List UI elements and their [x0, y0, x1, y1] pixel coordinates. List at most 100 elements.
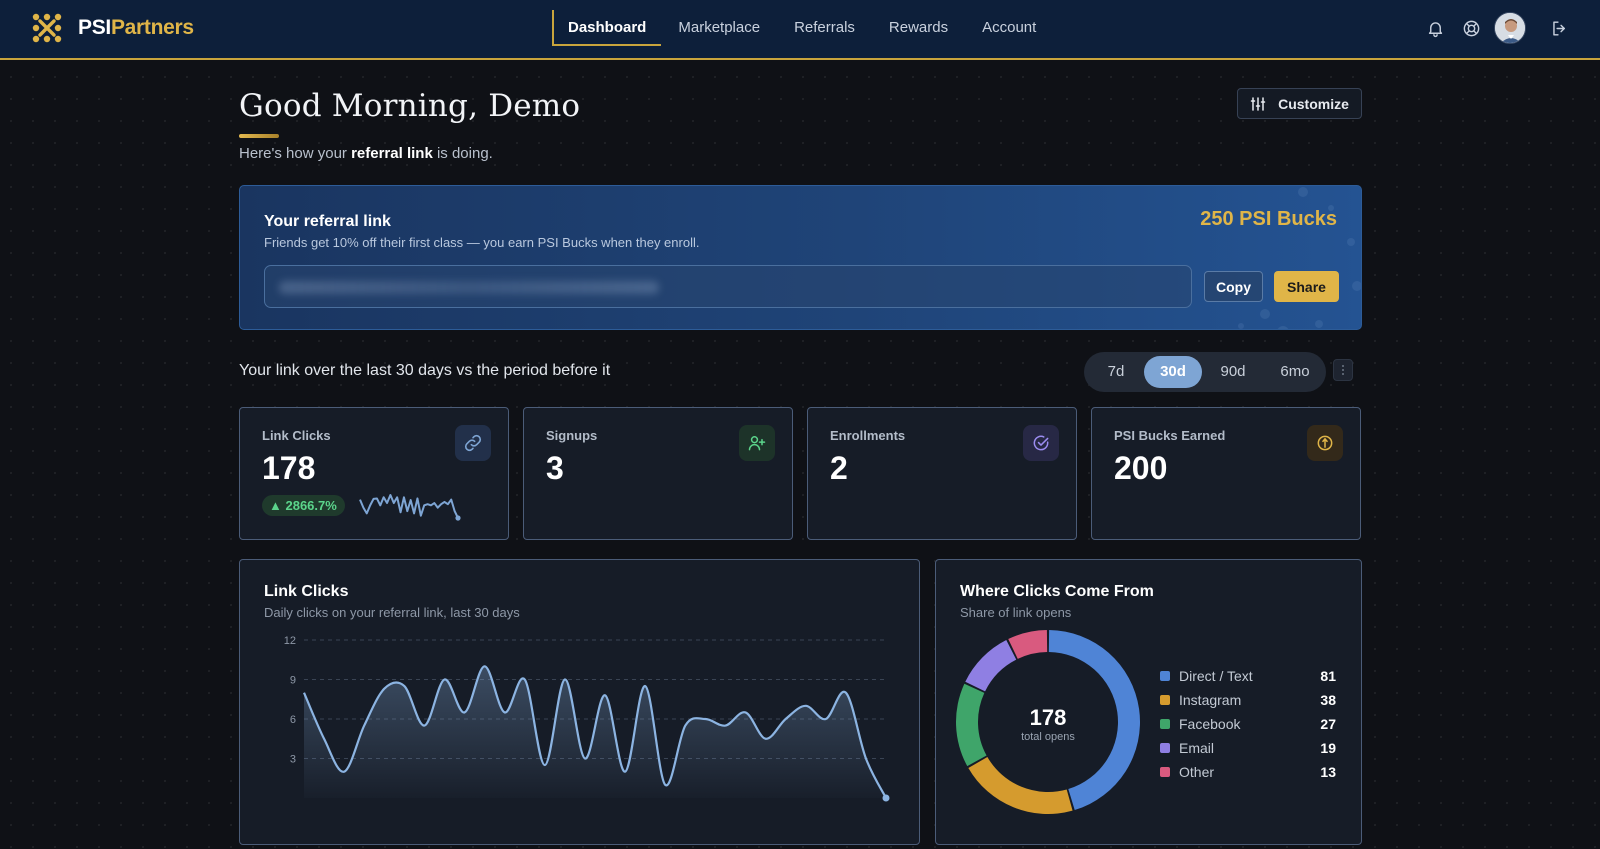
help-icon[interactable] — [1460, 17, 1482, 39]
legend-value: 19 — [1320, 740, 1336, 756]
stat-label: PSI Bucks Earned — [1114, 428, 1226, 443]
nav-marketplace[interactable]: Marketplace — [678, 19, 761, 36]
legend-value: 38 — [1320, 692, 1336, 708]
brand-name: PSIPartners — [78, 16, 194, 40]
kebab-icon — [1342, 365, 1344, 375]
panel-title: Where Clicks Come From — [960, 583, 1154, 600]
bell-icon[interactable] — [1424, 17, 1446, 39]
period-description: Your link over the last 30 days vs the p… — [239, 362, 611, 379]
period-30d[interactable]: 30d — [1144, 356, 1202, 388]
brand-logo[interactable]: PSIPartners — [32, 12, 194, 44]
period-selector: 7d 30d 90d 6mo — [1084, 352, 1326, 392]
period-7d[interactable]: 7d — [1107, 363, 1125, 380]
stat-value: 3 — [546, 450, 564, 486]
referral-link-field[interactable] — [264, 265, 1192, 308]
click-sources-donut — [956, 630, 1140, 814]
legend-swatch — [1160, 695, 1170, 705]
donut-center: 178 total opens — [956, 706, 1140, 744]
data-point — [882, 794, 890, 802]
legend-value: 13 — [1320, 764, 1336, 780]
stat-card-enrollments: Enrollments 2 — [807, 407, 1077, 540]
nav-actions — [1410, 11, 1570, 45]
donut-legend: Direct / Text 81 Instagram 38 Facebook 27 E… — [1160, 664, 1336, 784]
legend-swatch — [1160, 719, 1170, 729]
sparkline-end-point — [455, 515, 461, 521]
title-underline — [239, 134, 279, 138]
page-subtitle: Here's how your referral link is doing. — [239, 145, 493, 162]
stat-label: Link Clicks — [262, 428, 331, 443]
page-title: Good Morning, Demo — [239, 88, 581, 124]
y-tick-label: 9 — [290, 675, 296, 687]
stat-card-link-clicks: Link Clicks 178 ▲ 2866.7% — [239, 407, 509, 540]
legend-label: Instagram — [1179, 692, 1242, 708]
nav-referrals[interactable]: Referrals — [794, 19, 855, 36]
logout-icon[interactable] — [1548, 17, 1570, 39]
subtitle-text-start: Here's how your — [239, 145, 352, 162]
main-nav: Dashboard Marketplace Referrals Rewards … — [552, 10, 1053, 46]
user-plus-icon — [739, 425, 775, 461]
more-options-icon[interactable] — [1333, 359, 1353, 381]
legend-label: Facebook — [1179, 716, 1241, 732]
donut-total: 178 — [1029, 705, 1067, 730]
y-tick-label: 3 — [290, 754, 296, 766]
stat-value: 200 — [1114, 450, 1168, 486]
sliders-icon — [1250, 96, 1266, 111]
sparkline — [359, 494, 461, 521]
stat-card-psi-bucks: PSI Bucks Earned 200 — [1091, 407, 1361, 540]
share-button[interactable]: Share — [1274, 271, 1339, 302]
legend-swatch — [1160, 743, 1170, 753]
y-tick-label: 12 — [284, 635, 296, 647]
sparkline-line — [359, 494, 459, 519]
subtitle-text-end: is doing. — [432, 145, 493, 162]
period-6mo[interactable]: 6mo — [1280, 363, 1310, 380]
customize-button[interactable]: Customize — [1237, 88, 1362, 119]
stat-label: Enrollments — [830, 428, 906, 443]
psi-bucks-balance: 250 PSI Bucks — [1200, 208, 1337, 230]
link-icon — [455, 425, 491, 461]
legend-item: Other 13 — [1160, 760, 1336, 784]
legend-item: Email 19 — [1160, 736, 1336, 760]
decorative-bubbles — [1238, 187, 1361, 329]
donut-slice-other — [1008, 630, 1048, 659]
avatar[interactable] — [1494, 12, 1526, 44]
link-clicks-panel: 3 6 9 12 Link Clicks Daily clicks on your r… — [239, 559, 920, 845]
legend-item: Facebook 27 — [1160, 712, 1336, 736]
stat-value: 178 — [262, 450, 316, 486]
y-tick-label: 6 — [290, 714, 296, 726]
legend-label: Other — [1179, 764, 1215, 780]
delta-badge: ▲ 2866.7% — [262, 495, 345, 516]
brand-name-partners: Partners — [110, 16, 194, 39]
stat-value: 2 — [830, 450, 848, 486]
legend-value: 81 — [1320, 668, 1336, 684]
legend-label: Direct / Text — [1179, 668, 1253, 684]
panel-subtitle: Share of link opens — [960, 605, 1072, 620]
donut-caption: total opens — [1021, 731, 1075, 743]
top-navigation: PSIPartners Dashboard Marketplace Referr… — [0, 0, 1600, 60]
link-clicks-chart: 3 6 9 12 — [284, 635, 890, 802]
logo-icon — [32, 13, 62, 43]
subtitle-text-bold: referral link — [351, 145, 433, 162]
legend-swatch — [1160, 767, 1170, 777]
legend-item: Instagram 38 — [1160, 688, 1336, 712]
check-circle-icon — [1023, 425, 1059, 461]
stat-label: Signups — [546, 428, 598, 443]
click-sources-panel: Where Clicks Come From Share of link ope… — [935, 559, 1362, 845]
panel-subtitle: Daily clicks on your referral link, last… — [264, 605, 520, 620]
referral-title: Your referral link — [264, 213, 391, 230]
nav-rewards[interactable]: Rewards — [888, 19, 949, 36]
panel-title: Link Clicks — [264, 583, 349, 600]
nav-dashboard[interactable]: Dashboard — [552, 10, 662, 46]
referral-link-value — [279, 281, 659, 294]
referral-description: Friends get 10% off their first class — … — [264, 235, 700, 250]
legend-item: Direct / Text 81 — [1160, 664, 1336, 688]
stat-card-signups: Signups 3 — [523, 407, 793, 540]
customize-label: Customize — [1278, 95, 1349, 112]
donut-slice-direct-text — [1048, 630, 1140, 811]
donut-slice-email — [965, 640, 1017, 692]
donut-slice-instagram — [968, 757, 1073, 814]
nav-account[interactable]: Account — [982, 19, 1037, 36]
copy-button[interactable]: Copy — [1204, 271, 1263, 302]
legend-label: Email — [1179, 740, 1215, 756]
brand-name-psi: PSI — [78, 16, 111, 39]
period-90d[interactable]: 90d — [1220, 363, 1246, 380]
